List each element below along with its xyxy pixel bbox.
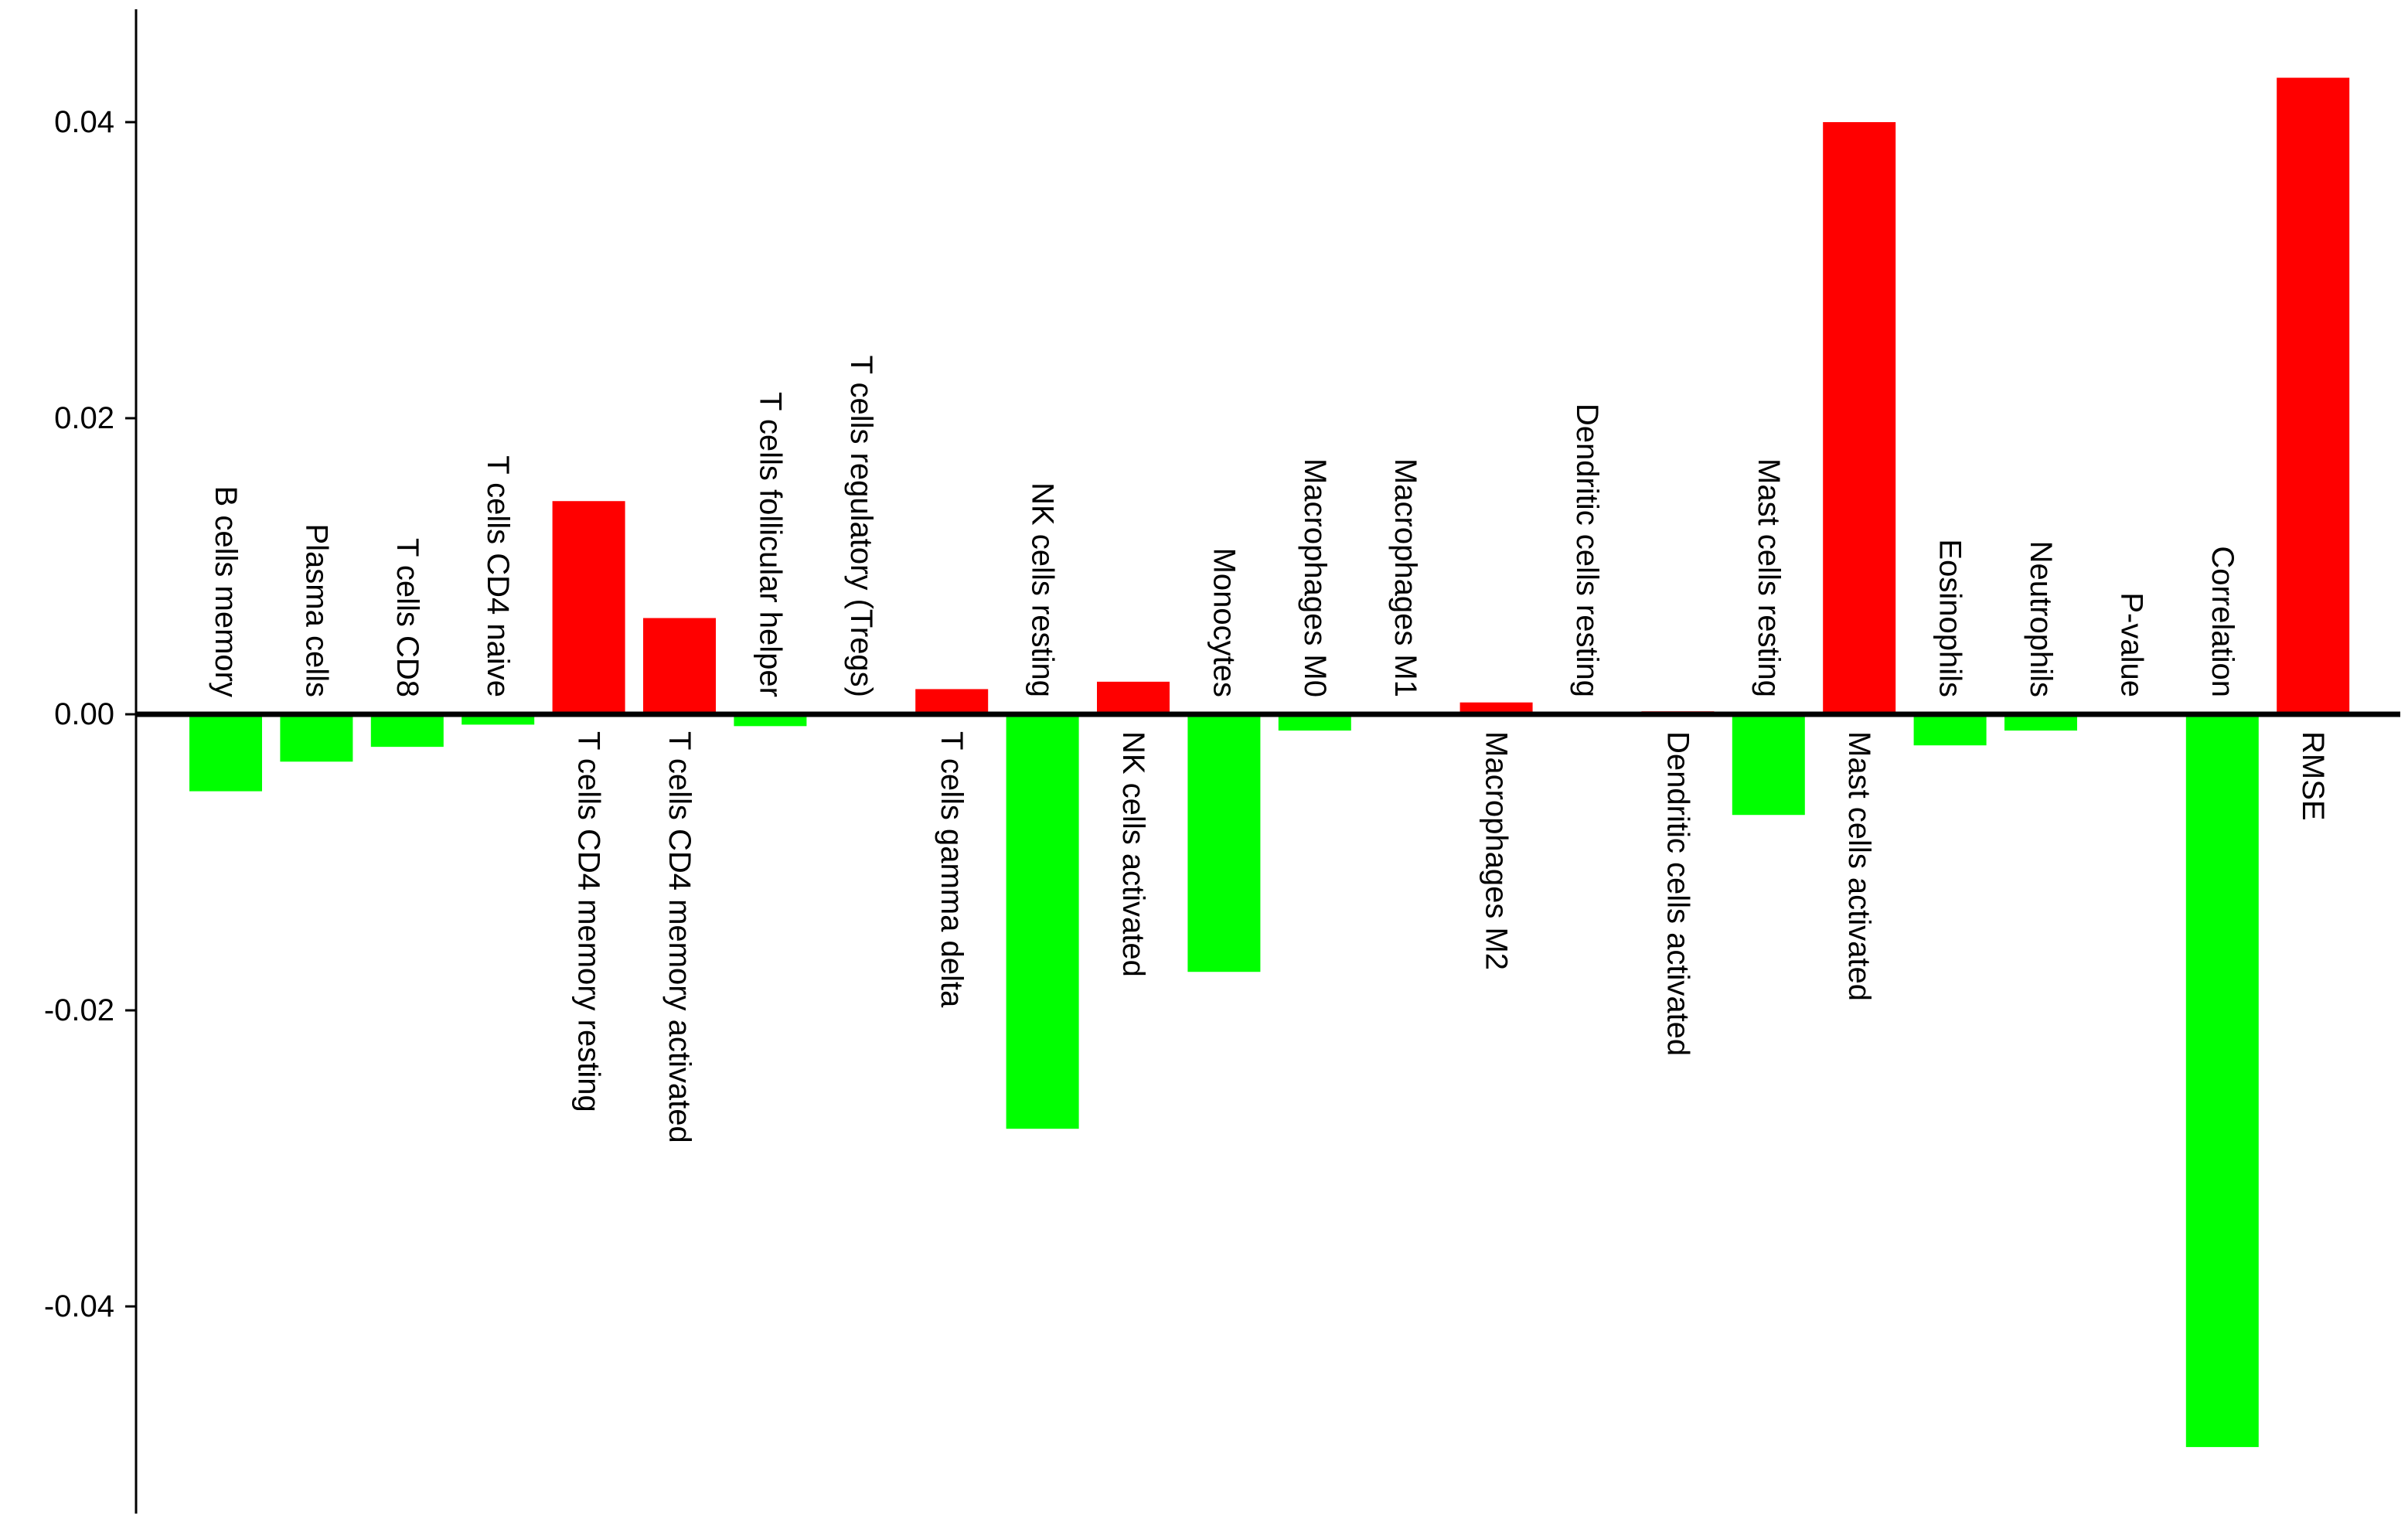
bar: [1732, 714, 1805, 816]
category-label: NK cells resting: [1026, 482, 1060, 697]
category-label: P-value: [2114, 592, 2148, 697]
category-label: Dendritic cells activated: [1660, 731, 1694, 1056]
category-label: Mast cells activated: [1842, 731, 1876, 1001]
category-label: Correlation: [2205, 546, 2239, 697]
category-label: NK cells activated: [1116, 731, 1150, 977]
bar: [643, 618, 716, 714]
category-label: T cells CD8: [390, 538, 424, 697]
bar: [734, 714, 807, 727]
category-label: T cells gamma delta: [935, 731, 969, 1008]
bar: [1459, 702, 1533, 714]
y-tick-label: -0.04: [44, 1289, 114, 1323]
bar: [915, 689, 989, 714]
category-label: T cells CD4 memory resting: [572, 731, 606, 1112]
category-label: RMSE: [2296, 731, 2330, 821]
category-label: Plasma cells: [299, 523, 333, 697]
bar: [1823, 122, 1896, 714]
category-label: B cells memory: [209, 486, 243, 697]
category-label: Dendritic cells resting: [1570, 404, 1604, 697]
bar: [1006, 714, 1079, 1129]
category-label: T cells follicular helper: [753, 392, 787, 697]
category-label: Monocytes: [1207, 548, 1241, 697]
category-label: T cells regulatory (Tregs): [844, 356, 878, 697]
category-label: T cells CD4 naive: [481, 455, 515, 697]
category-label: Neutrophils: [2024, 541, 2058, 697]
y-tick-label: -0.02: [44, 993, 114, 1027]
bar: [1097, 681, 1170, 714]
bar: [189, 714, 262, 792]
bar: [2277, 77, 2350, 715]
bar: [552, 501, 625, 714]
y-tick-label: 0.04: [54, 105, 114, 139]
bar: [2004, 714, 2077, 731]
category-label: T cells CD4 memory activated: [662, 731, 697, 1143]
bar: [1278, 714, 1351, 731]
bars-layer: [189, 77, 2350, 1447]
bar: [280, 714, 353, 762]
bar: [1913, 714, 1987, 746]
bar: [370, 714, 444, 748]
bar: [1187, 714, 1261, 972]
category-label: Eosinophils: [1933, 539, 1967, 697]
bar: [2185, 714, 2259, 1447]
category-label: Macrophages M1: [1388, 458, 1422, 697]
category-label: Mast cells resting: [1752, 458, 1786, 697]
category-label: Macrophages M0: [1298, 458, 1332, 697]
category-label: Macrophages M2: [1480, 731, 1514, 970]
y-axis: 0.04 0.02 0.00 -0.02 -0.04: [44, 9, 138, 1514]
y-tick-label: 0.00: [54, 697, 114, 731]
y-tick-label: 0.02: [54, 401, 114, 435]
category-labels: B cells memory Plasma cells T cells CD8 T c…: [209, 356, 2330, 1143]
